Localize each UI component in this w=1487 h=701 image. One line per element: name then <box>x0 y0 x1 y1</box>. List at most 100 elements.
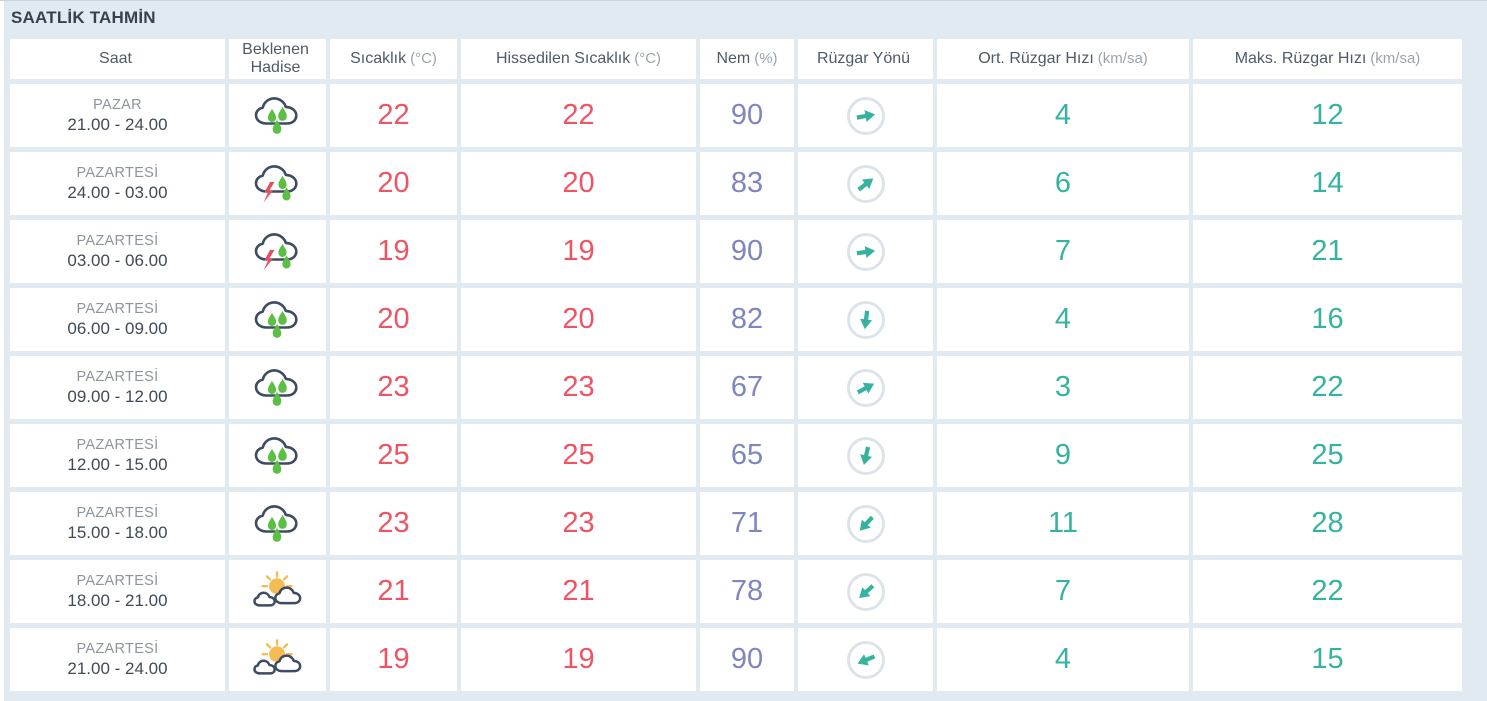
humidity-value: 71 <box>700 492 794 555</box>
feels-like-value: 23 <box>461 492 696 555</box>
avg-wind-value: 4 <box>937 84 1189 147</box>
avg-wind-value: 4 <box>937 288 1189 351</box>
time-range-label: 09.00 - 12.00 <box>67 386 168 406</box>
column-header-max-wind-speed: Maks. Rüzgar Hızı (km/sa) <box>1193 39 1462 79</box>
wind-direction-arrow-icon <box>846 436 885 475</box>
weather-cell <box>229 152 326 215</box>
day-label: PAZARTESİ <box>76 164 159 181</box>
avg-wind-value: 9 <box>937 424 1189 487</box>
thunderstorm-icon <box>251 229 305 275</box>
day-label: PAZARTESİ <box>76 368 159 385</box>
time-range-label: 03.00 - 06.00 <box>67 250 168 270</box>
weather-cell <box>229 628 326 691</box>
wind-direction-cell <box>798 628 933 691</box>
column-header-avg-wind-speed: Ort. Rüzgar Hızı (km/sa) <box>937 39 1189 79</box>
avg-wind-value: 3 <box>937 356 1189 419</box>
temperature-value: 20 <box>330 152 457 215</box>
avg-wind-value: 6 <box>937 152 1189 215</box>
partly-cloudy-icon <box>251 637 305 683</box>
column-header-expected-event: Beklenen Hadise <box>229 39 326 79</box>
humidity-value: 83 <box>700 152 794 215</box>
time-range-label: 12.00 - 15.00 <box>67 454 168 474</box>
time-cell: PAZARTESİ 18.00 - 21.00 <box>10 560 225 623</box>
feels-like-value: 20 <box>461 288 696 351</box>
wind-direction-arrow-icon <box>846 504 885 543</box>
day-label: PAZARTESİ <box>76 572 159 589</box>
max-wind-value: 14 <box>1193 152 1462 215</box>
wind-direction-arrow-icon <box>846 300 885 339</box>
max-wind-value: 22 <box>1193 560 1462 623</box>
feels-like-value: 19 <box>461 220 696 283</box>
humidity-value: 67 <box>700 356 794 419</box>
avg-wind-value: 7 <box>937 560 1189 623</box>
column-header-temperature: Sıcaklık (°C) <box>330 39 457 79</box>
weather-cell <box>229 424 326 487</box>
humidity-value: 90 <box>700 220 794 283</box>
page-title: SAATLİK TAHMİN <box>11 8 156 27</box>
temperature-value: 19 <box>330 628 457 691</box>
feels-like-value: 25 <box>461 424 696 487</box>
wind-direction-cell <box>798 560 933 623</box>
humidity-value: 65 <box>700 424 794 487</box>
time-range-label: 21.00 - 24.00 <box>67 658 168 678</box>
rainy-icon <box>251 365 305 411</box>
max-wind-value: 22 <box>1193 356 1462 419</box>
wind-direction-cell <box>798 424 933 487</box>
time-range-label: 21.00 - 24.00 <box>67 114 168 134</box>
rainy-icon <box>251 297 305 343</box>
wind-direction-cell <box>798 152 933 215</box>
hourly-forecast-table: Saat Beklenen Hadise Sıcaklık (°C) Hissed… <box>10 39 1462 691</box>
temperature-value: 25 <box>330 424 457 487</box>
time-cell: PAZARTESİ 24.00 - 03.00 <box>10 152 225 215</box>
column-header-time: Saat <box>10 39 225 79</box>
wind-direction-cell <box>798 356 933 419</box>
max-wind-value: 15 <box>1193 628 1462 691</box>
weather-cell <box>229 492 326 555</box>
avg-wind-value: 7 <box>937 220 1189 283</box>
time-range-label: 24.00 - 03.00 <box>67 182 168 202</box>
temperature-value: 19 <box>330 220 457 283</box>
temperature-value: 23 <box>330 356 457 419</box>
wind-direction-cell <box>798 492 933 555</box>
max-wind-value: 12 <box>1193 84 1462 147</box>
humidity-value: 90 <box>700 84 794 147</box>
day-label: PAZARTESİ <box>76 640 159 657</box>
day-label: PAZARTESİ <box>76 504 159 521</box>
time-cell: PAZAR 21.00 - 24.00 <box>10 84 225 147</box>
temperature-value: 21 <box>330 560 457 623</box>
time-cell: PAZARTESİ 15.00 - 18.00 <box>10 492 225 555</box>
wind-direction-cell <box>798 84 933 147</box>
day-label: PAZARTESİ <box>76 300 159 317</box>
feels-like-value: 19 <box>461 628 696 691</box>
time-cell: PAZARTESİ 06.00 - 09.00 <box>10 288 225 351</box>
weather-cell <box>229 356 326 419</box>
rainy-icon <box>251 93 305 139</box>
time-cell: PAZARTESİ 03.00 - 06.00 <box>10 220 225 283</box>
rainy-icon <box>251 433 305 479</box>
weather-cell <box>229 220 326 283</box>
column-header-wind-direction: Rüzgar Yönü <box>798 39 933 79</box>
avg-wind-value: 4 <box>937 628 1189 691</box>
time-range-label: 18.00 - 21.00 <box>67 590 168 610</box>
temperature-value: 22 <box>330 84 457 147</box>
feels-like-value: 23 <box>461 356 696 419</box>
time-range-label: 15.00 - 18.00 <box>67 522 168 542</box>
wind-direction-arrow-icon <box>846 232 885 271</box>
day-label: PAZARTESİ <box>76 436 159 453</box>
partly-cloudy-icon <box>251 569 305 615</box>
column-header-feels-like: Hissedilen Sıcaklık (°C) <box>461 39 696 79</box>
wind-direction-arrow-icon <box>846 368 885 407</box>
max-wind-value: 21 <box>1193 220 1462 283</box>
time-cell: PAZARTESİ 12.00 - 15.00 <box>10 424 225 487</box>
day-label: PAZAR <box>93 96 142 113</box>
temperature-value: 23 <box>330 492 457 555</box>
wind-direction-cell <box>798 220 933 283</box>
max-wind-value: 16 <box>1193 288 1462 351</box>
time-cell: PAZARTESİ 21.00 - 24.00 <box>10 628 225 691</box>
column-header-humidity: Nem (%) <box>700 39 794 79</box>
humidity-value: 78 <box>700 560 794 623</box>
day-label: PAZARTESİ <box>76 232 159 249</box>
weather-cell <box>229 84 326 147</box>
humidity-value: 82 <box>700 288 794 351</box>
time-cell: PAZARTESİ 09.00 - 12.00 <box>10 356 225 419</box>
